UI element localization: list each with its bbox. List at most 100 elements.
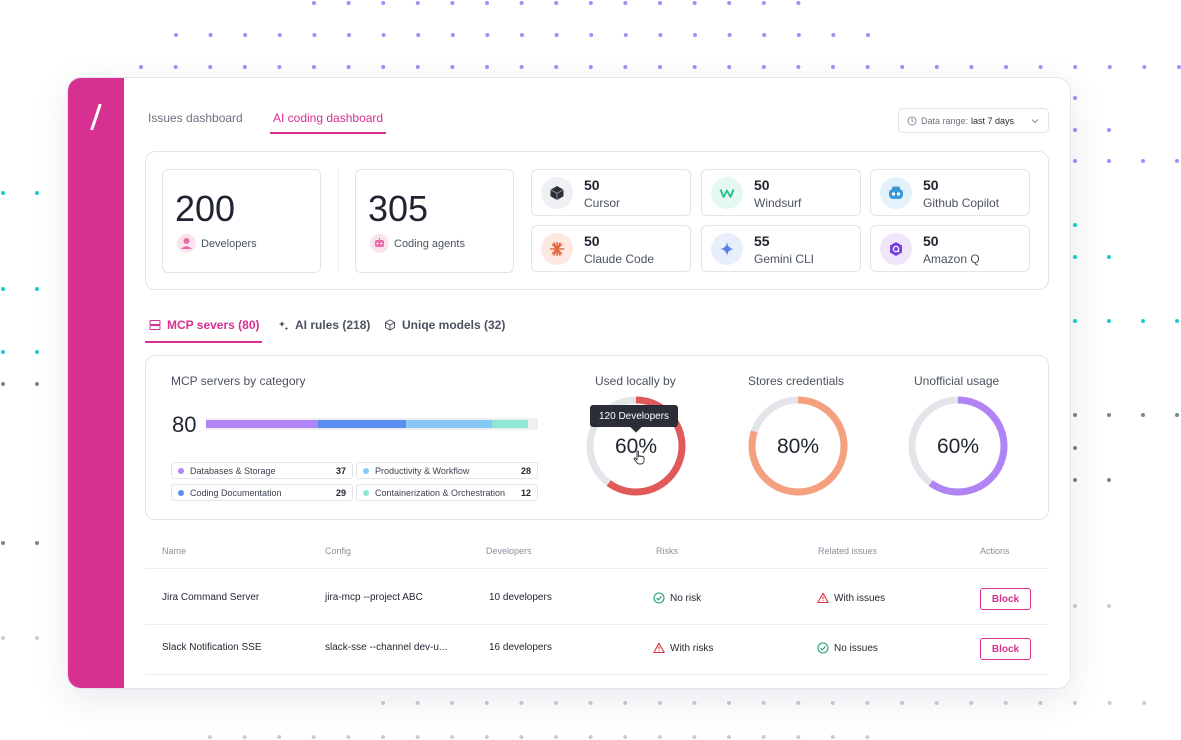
decor-dot: [1, 287, 5, 291]
issues-label: With issues: [834, 592, 886, 604]
coding-agents-count: 305: [368, 188, 429, 229]
decor-dot: [242, 65, 247, 69]
decor-dot: [35, 382, 39, 386]
legend-item-databases-storage: Databases & Storage 37: [171, 462, 353, 479]
tool-tile-windsurf[interactable]: 50 Windsurf: [701, 169, 861, 216]
decor-dot: [900, 65, 905, 69]
tab-issues-dashboard[interactable]: Issues dashboard: [148, 111, 243, 125]
tool-name: Cursor: [584, 196, 621, 210]
slash-logo-icon[interactable]: [90, 104, 102, 130]
decor-dot: [485, 33, 490, 37]
tab-unique-models[interactable]: Uniqe models (32): [384, 318, 505, 332]
server-developers: 16 developers: [489, 642, 552, 653]
tab-mcp-servers[interactable]: MCP severs (80): [149, 318, 260, 332]
decor-dot: [346, 735, 351, 739]
donut-value: 60%: [614, 435, 658, 458]
tool-tile-gemini-cli[interactable]: 55 Gemini CLI: [701, 225, 861, 272]
block-button[interactable]: Block: [980, 638, 1031, 660]
legend-label: Databases & Storage: [190, 465, 276, 476]
decor-dot: [727, 65, 732, 69]
tool-tile-github-copilot[interactable]: 50 Github Copilot: [870, 169, 1030, 216]
tool-tile-amazon-q[interactable]: 50 Amazon Q: [870, 225, 1030, 272]
decor-dot: [1, 382, 5, 386]
donut-used-locally[interactable]: [585, 395, 687, 497]
bar-segment: [491, 420, 528, 428]
check-circle-icon: [817, 642, 829, 654]
decor-dot: [588, 701, 593, 705]
decor-dot: [450, 735, 455, 739]
decor-dot: [381, 701, 385, 705]
coding-agents-stat[interactable]: 305 Coding agents: [355, 169, 514, 273]
column-header-actions: Actions: [980, 546, 1010, 556]
tab-label: MCP severs (80): [167, 318, 260, 332]
decor-dot: [347, 33, 351, 37]
decor-dot: [692, 735, 697, 739]
decor-dot: [1073, 446, 1077, 450]
decor-dot: [762, 33, 767, 37]
developers-label: Developers: [201, 238, 257, 250]
donut-value: 80%: [776, 435, 820, 458]
decor-dot: [865, 65, 870, 69]
decor-dot: [1073, 319, 1077, 323]
legend-dot: [363, 467, 369, 474]
decor-dot: [174, 33, 178, 37]
main-content: Issues dashboard AI coding dashboard Dat…: [124, 78, 1070, 688]
decor-dot: [1142, 65, 1147, 69]
decor-dot: [1073, 701, 1077, 705]
tool-tile-cursor[interactable]: 50 Cursor: [531, 169, 691, 216]
copilot-icon: [880, 177, 912, 209]
developers-stat[interactable]: 200 Developers: [162, 169, 321, 273]
windsurf-icon: [711, 177, 743, 209]
decor-dot: [830, 735, 835, 739]
decor-dot: [381, 1, 386, 5]
gemini-star-icon: [711, 233, 743, 265]
decor-dot: [519, 65, 524, 69]
robot-icon: [370, 234, 389, 253]
decor-dot: [1004, 65, 1008, 69]
decor-dot: [1073, 96, 1077, 100]
decor-dot: [623, 1, 628, 5]
decor-dot: [1038, 701, 1043, 705]
decor-dot: [657, 735, 662, 739]
decor-dot: [519, 701, 524, 705]
legend-dot: [178, 467, 184, 474]
decor-dot: [588, 65, 593, 69]
decor-dot: [381, 735, 385, 739]
decor-dot: [450, 701, 455, 705]
date-range-select[interactable]: Data range: last 7 days: [898, 108, 1049, 133]
decor-dot: [173, 65, 178, 69]
decor-dot: [35, 636, 39, 640]
donut-arc: [748, 396, 848, 496]
table-row[interactable]: Slack Notification SSE slack-sse --chann…: [145, 625, 1048, 675]
warning-triangle-icon: [653, 642, 665, 654]
tool-tile-claude-code[interactable]: 50 Claude Code: [531, 225, 691, 272]
table-row[interactable]: Jira Command Server jira-mcp --project A…: [145, 575, 1048, 625]
server-config: jira-mcp --project ABC: [325, 592, 423, 603]
decor-dot: [934, 701, 939, 705]
hand-pointer-icon: [633, 450, 645, 465]
decor-dot: [1141, 319, 1145, 323]
decor-dot: [277, 65, 282, 69]
block-button[interactable]: Block: [980, 588, 1031, 610]
tab-label: Uniqe models (32): [402, 318, 506, 332]
tab-ai-rules[interactable]: AI rules (218): [277, 318, 370, 332]
decor-dot: [588, 1, 593, 5]
warning-triangle-icon: [817, 592, 829, 604]
decor-dot: [1, 191, 5, 195]
decor-dot: [1107, 319, 1111, 323]
decor-dot: [796, 735, 801, 739]
tab-ai-coding-dashboard[interactable]: AI coding dashboard: [269, 111, 387, 134]
decor-dot: [1073, 255, 1077, 259]
decor-dot: [1107, 701, 1112, 705]
decor-dot: [312, 1, 316, 5]
decor-dot: [346, 1, 351, 5]
donut-stores-credentials[interactable]: [747, 395, 849, 497]
tool-name: Amazon Q: [923, 252, 980, 266]
decor-dot: [1175, 159, 1179, 163]
decor-dot: [761, 735, 766, 739]
donut-unofficial-usage[interactable]: [907, 395, 1009, 497]
decor-dot: [484, 701, 489, 705]
legend-count: 28: [520, 465, 531, 476]
chevron-down-icon: [1031, 119, 1039, 124]
donut-value: 60%: [936, 435, 980, 458]
